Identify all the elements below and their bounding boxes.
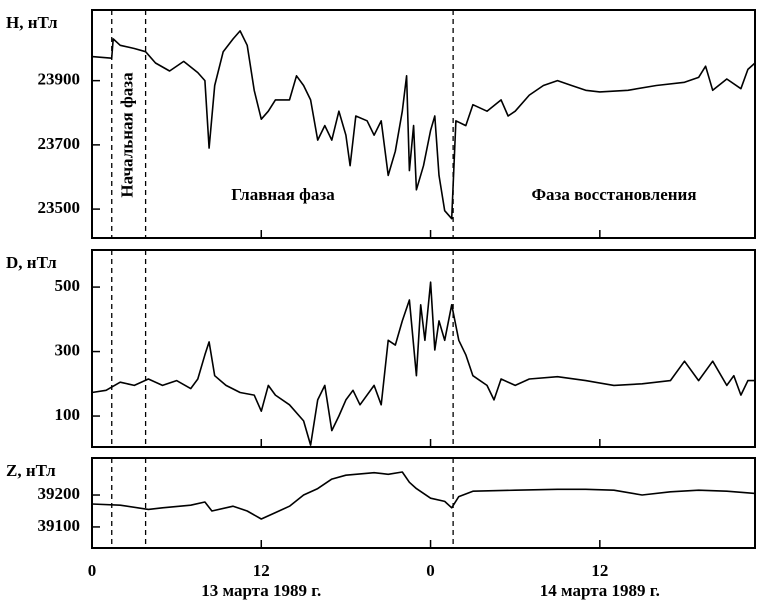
y-tick-label: 39100 <box>38 516 81 535</box>
panel-frame <box>91 9 756 239</box>
y-tick-label: 23900 <box>38 70 81 89</box>
x-axis-label: 13 марта 1989 г. <box>201 581 321 600</box>
annotation: Начальная фаза <box>118 72 137 198</box>
y-tick-label: 500 <box>55 276 81 295</box>
y-tick-label: 100 <box>55 405 81 424</box>
x-tick-label: 12 <box>253 561 270 580</box>
y-tick-label: 300 <box>55 340 81 359</box>
data-line <box>91 30 756 220</box>
annotation: Главная фаза <box>231 185 335 204</box>
data-line <box>91 471 756 520</box>
y-axis-label: H, нТл <box>6 13 58 32</box>
y-tick-label: 23700 <box>38 134 81 153</box>
panel-frame <box>91 249 756 448</box>
y-tick-label: 23500 <box>38 198 81 217</box>
panel-frame <box>91 457 756 549</box>
x-axis-label: 14 марта 1989 г. <box>540 581 660 600</box>
x-tick-label: 0 <box>88 561 97 580</box>
data-line <box>91 281 755 446</box>
y-tick-label: 39200 <box>38 484 81 503</box>
y-axis-label: D, нТл <box>6 253 57 272</box>
y-axis-label: Z, нТл <box>6 461 56 480</box>
x-tick-label: 0 <box>426 561 435 580</box>
annotation: Фаза восстановления <box>531 185 696 204</box>
x-tick-label: 12 <box>591 561 608 580</box>
